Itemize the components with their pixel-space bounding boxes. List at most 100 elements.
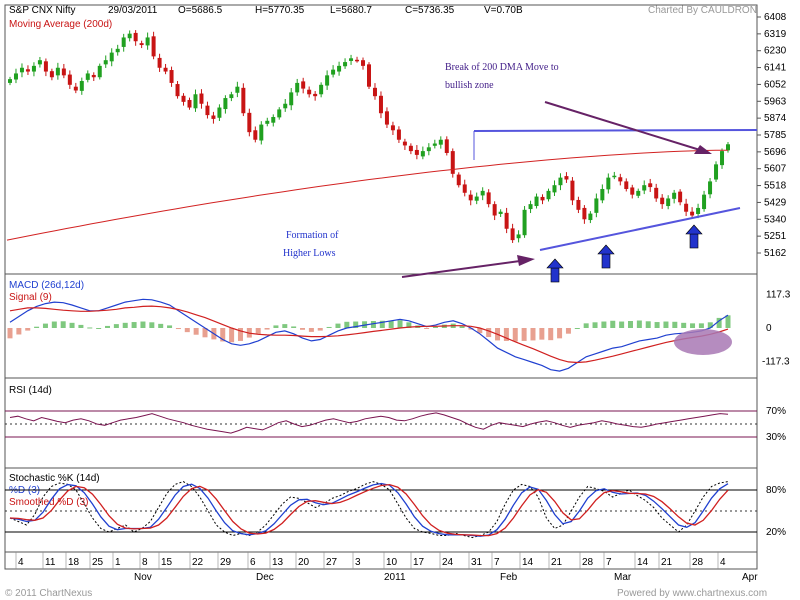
candle-body [295,82,300,93]
copyright-label: © 2011 ChartNexus [5,588,92,599]
candle-body [402,141,407,146]
macd-histogram-bar [707,322,713,328]
price-tick-label: 5162 [764,248,787,259]
price-y-axis: 6408 6319 6230 6141 6052 5963 5874 5785 5696 5607… [757,12,787,259]
macd-histogram-bar [698,323,704,328]
macd-histogram-bar [149,322,155,328]
macd-histogram-bar [370,321,376,328]
price-tick-label: 6319 [764,29,787,40]
candle-body [672,192,677,199]
x-tick-label: 15 [161,557,173,568]
candle-body [283,103,288,109]
macd-histogram-bar [486,328,492,338]
macd-histogram-bar [530,328,536,341]
macd-histogram-bar [60,321,66,328]
candle-body [648,183,653,188]
candle-body [426,147,431,152]
higher-lows-arrow-shaft [401,260,521,278]
candle-body [277,109,282,118]
candle-body [684,203,689,212]
candle-body [594,198,599,213]
macd-histogram-bar [7,328,13,339]
candle-body [468,194,473,201]
price-tick-label: 5429 [764,197,787,208]
macd-histogram-bar [51,321,57,328]
month-label: Dec [256,572,274,583]
price-tick-label: 5607 [764,164,787,175]
macd-histogram-bar [193,328,199,335]
candle-body [355,59,360,62]
rsi-tick-label: 70% [766,406,786,417]
rsi-tick-label: 30% [766,432,786,443]
macd-histogram-bar [255,328,261,334]
macd-histogram-bar [619,321,625,328]
signal-legend: Signal (9) [9,292,52,303]
candle-body [564,176,569,180]
x-tick-label: 13 [272,557,284,568]
stoch-y-axis: 80% 20% [5,485,786,538]
candle-body [25,69,30,72]
macd-histogram-bar [557,328,563,339]
candle-body [504,212,509,229]
candle-body [516,234,521,239]
candle-body [570,180,575,201]
candle-body [678,191,683,203]
candle-body [91,74,96,78]
candle-body [331,69,336,75]
signal-line [9,305,729,364]
macd-histogram-bar [300,328,306,330]
macd-histogram-bar [335,323,341,328]
volume-label: V=0.70B [484,5,523,16]
price-tick-label: 5251 [764,231,787,242]
candle-body [612,175,617,178]
stoch-tick-label: 20% [766,527,786,538]
candle-body [636,190,641,196]
macd-histogram-bar [645,321,651,328]
candle-body [618,177,623,182]
macd-y-axis: 117.3 0 -117.3 [762,289,791,367]
candle-body [211,115,216,119]
x-tick-label: 21 [551,557,563,568]
price-tick-label: 5785 [764,130,787,141]
macd-histogram-bar [512,328,518,342]
month-label: Apr [742,572,758,583]
macd-tick-label: 117.3 [766,289,791,300]
candle-body [37,60,42,65]
candle-body [456,174,461,186]
candle-body [247,112,252,133]
macd-histogram-bar [432,326,438,328]
candle-body [127,33,132,39]
macd-histogram-bar [663,321,669,328]
macd-histogram-bar [78,324,84,328]
macd-tick-label: 0 [766,323,772,334]
rsi-y-axis: 70% 30% [5,406,786,443]
candle-body [157,57,162,68]
candle-body [8,79,12,83]
candle-body [241,87,246,114]
macd-histogram-bar [477,328,483,334]
candle-body [726,144,730,151]
candle-body [558,177,563,186]
macd-histogram-bar [229,328,235,343]
macd-histogram-bar [636,320,642,328]
candle-body [408,145,413,152]
date-x-axis: 4 11 18 25 1 8 15 22 29 6 13 20 27 3 10 17 24 31 7 14 21 28 7 1… [15,552,758,583]
candle-body [450,151,455,174]
x-tick-label: 29 [220,557,232,568]
low-label: L=5680.7 [330,5,372,16]
candle-body [85,73,90,80]
price-tick-label: 6141 [764,63,787,74]
candle-body [552,185,557,193]
macd-histogram-bar [583,323,589,328]
candle-body [528,204,533,210]
candle-body [145,37,150,46]
candlestick-series [8,30,730,243]
candle-body [13,73,18,80]
macd-histogram-bar [167,325,173,328]
candle-body [55,67,60,76]
up-arrow-3 [685,224,703,249]
candle-body [181,95,186,102]
symbol-label: S&P CNX Nifty [9,5,76,16]
candle-body [462,184,467,193]
candle-body [606,177,611,190]
